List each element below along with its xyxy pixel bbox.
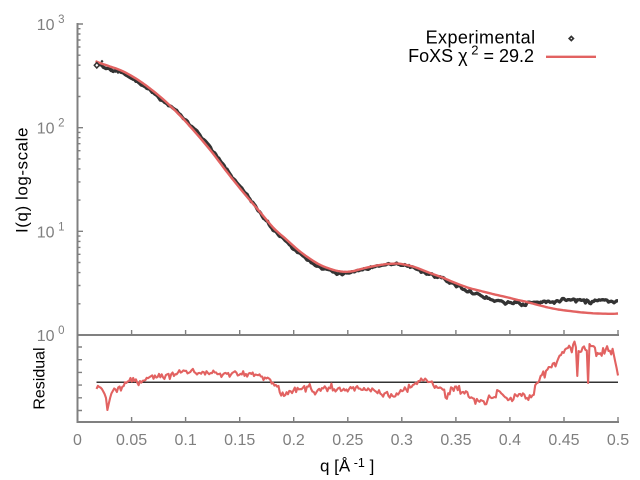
svg-text:Experimental: Experimental bbox=[426, 28, 536, 48]
svg-text:Residual: Residual bbox=[32, 347, 49, 409]
svg-text:1: 1 bbox=[58, 221, 64, 233]
svg-text:I(q) log-scale: I(q) log-scale bbox=[13, 127, 32, 233]
svg-text:0.5: 0.5 bbox=[607, 432, 629, 449]
svg-text:10: 10 bbox=[37, 328, 55, 345]
svg-text:10: 10 bbox=[37, 224, 55, 241]
svg-text:0.05: 0.05 bbox=[116, 432, 147, 449]
svg-text:0.4: 0.4 bbox=[499, 432, 521, 449]
svg-text:10: 10 bbox=[37, 17, 55, 34]
svg-text:0: 0 bbox=[58, 325, 64, 337]
svg-text:0.2: 0.2 bbox=[283, 432, 305, 449]
svg-text:0.35: 0.35 bbox=[440, 432, 471, 449]
svg-text:0.1: 0.1 bbox=[174, 432, 196, 449]
svg-text:0.25: 0.25 bbox=[332, 432, 363, 449]
svg-text:q [Å -1 ]: q [Å -1 ] bbox=[320, 456, 374, 476]
svg-text:10: 10 bbox=[37, 121, 55, 138]
svg-text:0.45: 0.45 bbox=[548, 432, 579, 449]
svg-text:0: 0 bbox=[73, 432, 82, 449]
svg-text:3: 3 bbox=[58, 14, 64, 26]
svg-text:0.3: 0.3 bbox=[391, 432, 413, 449]
svg-text:2: 2 bbox=[58, 118, 64, 130]
svg-text:FoXS χ 2 = 29.2: FoXS χ 2 = 29.2 bbox=[408, 43, 534, 66]
svg-text:0.15: 0.15 bbox=[224, 432, 255, 449]
